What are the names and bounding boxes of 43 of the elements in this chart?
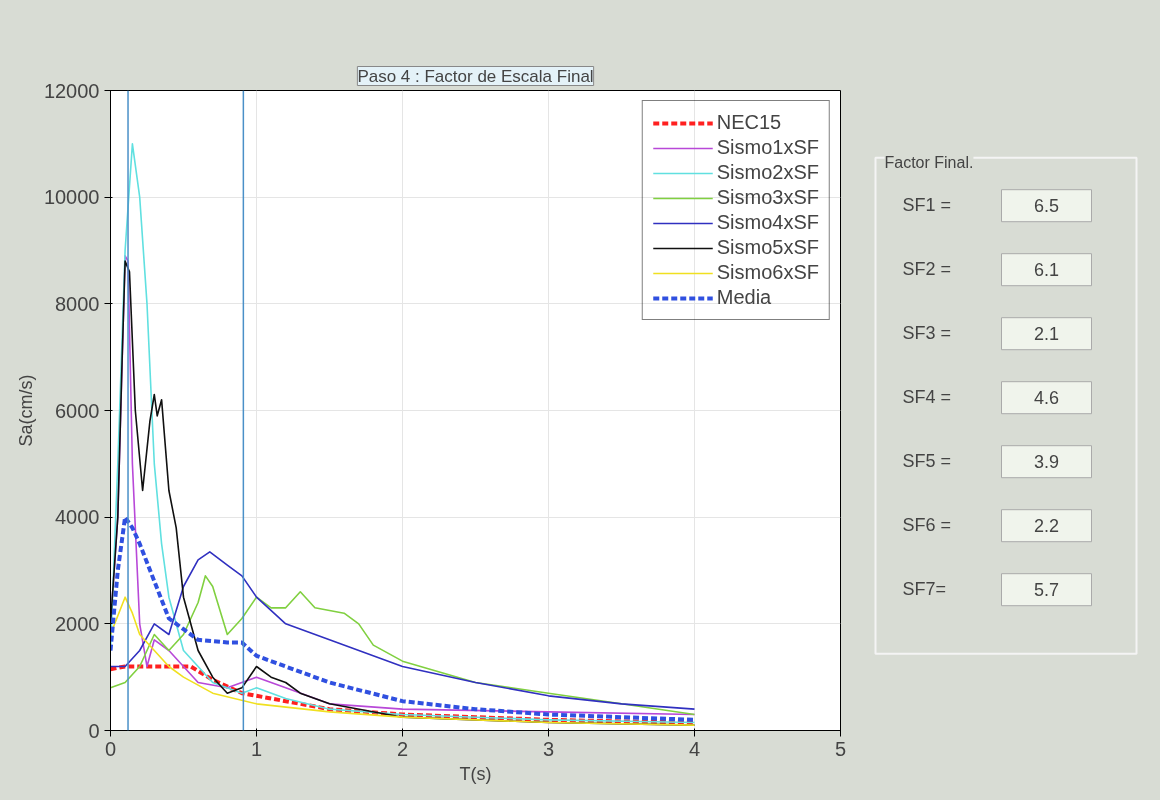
line-series bbox=[110, 143, 696, 724]
text: SF5 = bbox=[902, 450, 952, 471]
text: 2.1 bbox=[1033, 324, 1060, 345]
legend-label: Sismo1xSF bbox=[716, 136, 819, 159]
line-series bbox=[110, 575, 696, 716]
text: SF3 = bbox=[902, 322, 952, 343]
text: 3.9 bbox=[1033, 452, 1060, 473]
y-tick-label: 8000 bbox=[55, 292, 100, 315]
y-axis-title: Sa(cm/s) bbox=[15, 374, 36, 447]
legend-label: NEC15 bbox=[716, 111, 782, 134]
x-tick-label: 0 bbox=[104, 737, 117, 760]
line-series bbox=[110, 596, 696, 726]
line-series bbox=[110, 551, 696, 710]
x-tick-label: 5 bbox=[834, 737, 847, 760]
x-tick-label: 3 bbox=[542, 737, 555, 760]
text: SF7= bbox=[902, 578, 947, 599]
legend-label: Sismo3xSF bbox=[716, 186, 819, 209]
x-tick-label: 4 bbox=[688, 737, 701, 760]
text: 2.2 bbox=[1033, 516, 1060, 537]
text: SF6 = bbox=[902, 514, 952, 535]
chart-title: Paso 4 : Factor de Escala Final bbox=[357, 66, 594, 86]
y-tick-label: 10000 bbox=[43, 186, 100, 209]
text: Factor Final. bbox=[884, 153, 974, 171]
x-tick-label: 1 bbox=[250, 737, 263, 760]
text: 6.1 bbox=[1033, 260, 1060, 281]
text: 4.6 bbox=[1033, 388, 1060, 409]
legend-label: Sismo4xSF bbox=[716, 211, 819, 234]
legend-label: Media bbox=[716, 286, 772, 309]
text: SF4 = bbox=[902, 386, 952, 407]
x-tick-label: 2 bbox=[396, 737, 409, 760]
y-tick-label: 12000 bbox=[43, 79, 100, 102]
y-tick-label: 6000 bbox=[55, 399, 100, 422]
x-axis-title: T(s) bbox=[459, 763, 492, 784]
y-tick-label: 4000 bbox=[55, 506, 100, 529]
y-tick-label: 0 bbox=[88, 719, 100, 742]
legend-label: Sismo2xSF bbox=[716, 161, 819, 184]
text: 5.7 bbox=[1033, 580, 1060, 601]
text: SF1 = bbox=[902, 194, 952, 215]
text: SF2 = bbox=[902, 258, 952, 279]
y-tick-label: 2000 bbox=[55, 612, 100, 635]
text: 6.5 bbox=[1033, 196, 1060, 217]
legend-label: Sismo6xSF bbox=[716, 261, 819, 284]
legend-label: Sismo5xSF bbox=[716, 236, 819, 259]
